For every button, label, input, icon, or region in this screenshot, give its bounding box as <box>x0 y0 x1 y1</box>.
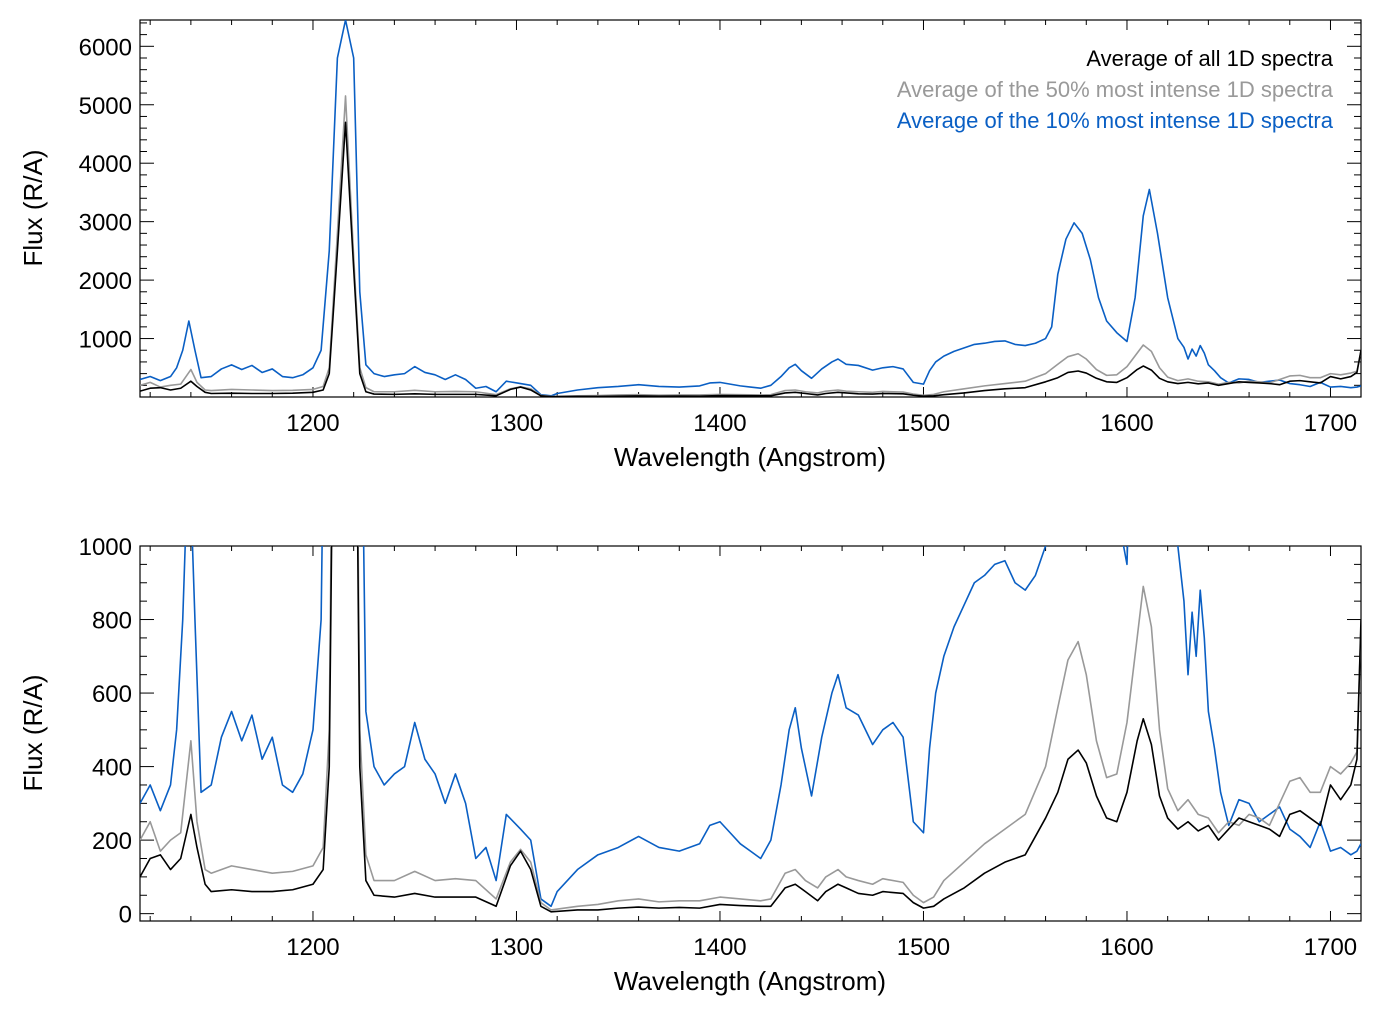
bottom-x-tick-label: 1200 <box>286 934 339 961</box>
top-y-tick-label: 5000 <box>79 93 132 120</box>
bottom-y-tick-label: 1000 <box>79 534 132 561</box>
bottom-y-tick-label: 800 <box>92 608 132 635</box>
top-x-tick-label: 1600 <box>1100 410 1153 437</box>
top-y-tick-label: 1000 <box>79 327 132 354</box>
bottom-y-axis-label: Flux (R/A) <box>18 675 48 792</box>
bottom-x-tick-label: 1300 <box>490 934 543 961</box>
top-y-tick-label: 4000 <box>79 151 132 178</box>
bottom-x-tick-label: 1400 <box>693 934 746 961</box>
top-y-tick-label: 6000 <box>79 34 132 61</box>
top-y-tick-label: 3000 <box>79 210 132 237</box>
top-x-tick-label: 1300 <box>490 410 543 437</box>
legend-entry-top50: Average of the 50% most intense 1D spect… <box>897 77 1334 102</box>
top-x-tick-label: 1200 <box>286 410 339 437</box>
bottom-y-tick-label: 200 <box>92 828 132 855</box>
figure: 1200 1300 1400 1500 1600 1700 1000 2000 3000 4000… <box>0 0 1382 1018</box>
top-series-all-line <box>140 122 1361 396</box>
top-panel: 1200 1300 1400 1500 1600 1700 1000 2000 3000 4000… <box>18 20 1361 472</box>
bottom-y-tick-label: 0 <box>119 902 132 929</box>
top-series-top50-line <box>140 96 1361 396</box>
legend-entry-all: Average of all 1D spectra <box>1086 46 1333 71</box>
bottom-y-tick-label: 600 <box>92 681 132 708</box>
top-y-axis-label: Flux (R/A) <box>18 150 48 267</box>
bottom-x-axis-label: Wavelength (Angstrom) <box>614 966 886 996</box>
top-y-tick-label: 2000 <box>79 268 132 295</box>
legend: Average of all 1D spectra Average of the… <box>897 46 1334 133</box>
top-x-tick-label: 1400 <box>693 410 746 437</box>
bottom-panel: 1200 1300 1400 1500 1600 1700 0 200 400 600 800 100… <box>18 0 1361 996</box>
bottom-x-tick-label: 1600 <box>1100 934 1153 961</box>
legend-entry-top10: Average of the 10% most intense 1D spect… <box>897 108 1334 133</box>
top-x-tick-label: 1700 <box>1304 410 1357 437</box>
bottom-y-tick-label: 400 <box>92 755 132 782</box>
bottom-x-tick-label: 1500 <box>897 934 950 961</box>
spectra-chart: 1200 1300 1400 1500 1600 17001000200030004000… <box>0 0 1382 1018</box>
bottom-x-tick-label: 1700 <box>1304 934 1357 961</box>
top-x-axis-label: Wavelength (Angstrom) <box>614 442 886 472</box>
top-x-tick-label: 1500 <box>897 410 950 437</box>
